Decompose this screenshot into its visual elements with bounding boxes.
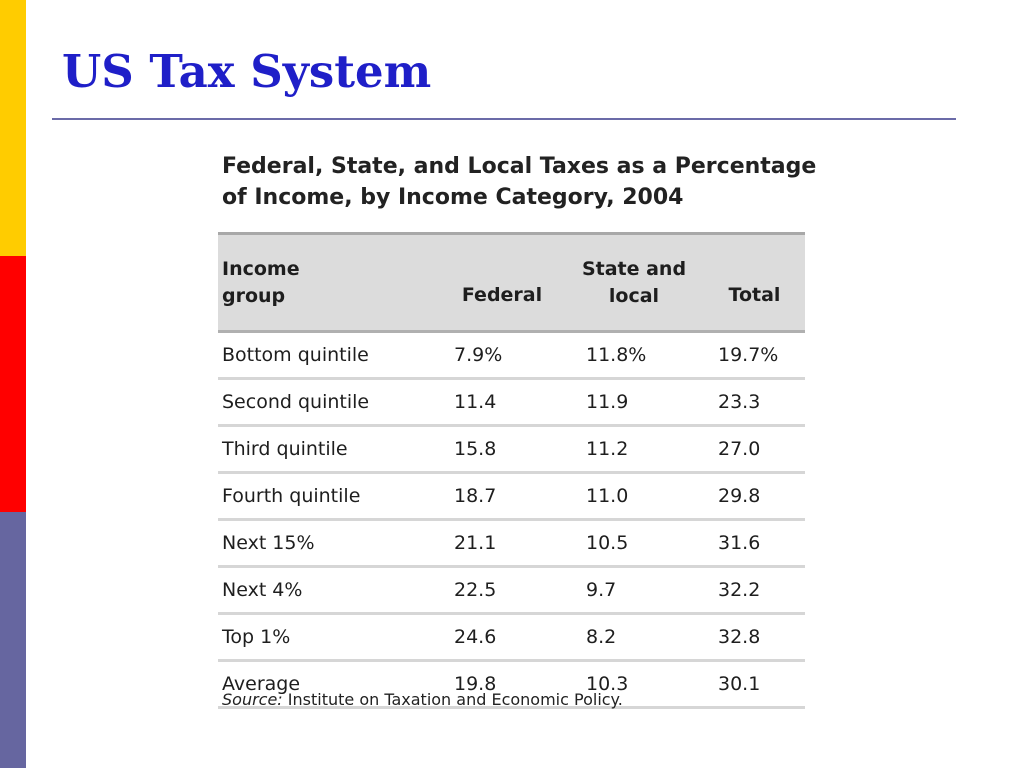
cell-income-group: Third quintile bbox=[218, 425, 440, 474]
sidebar-purple-block bbox=[0, 512, 26, 768]
cell-total: 23.3 bbox=[704, 378, 805, 427]
table-row: Third quintile 15.8 11.2 27.0 bbox=[218, 425, 805, 474]
cell-total: 31.6 bbox=[704, 519, 805, 568]
source-label: Source: bbox=[222, 690, 283, 709]
cell-federal: 7.9% bbox=[440, 331, 564, 380]
table-row: Fourth quintile 18.7 11.0 29.8 bbox=[218, 472, 805, 521]
table-caption: Federal, State, and Local Taxes as a Per… bbox=[222, 151, 816, 213]
table-row: Next 4% 22.5 9.7 32.2 bbox=[218, 566, 805, 615]
source-text: Institute on Taxation and Economic Polic… bbox=[282, 690, 623, 709]
cell-income-group: Next 4% bbox=[218, 566, 440, 615]
header-federal: Federal bbox=[440, 232, 564, 333]
cell-federal: 15.8 bbox=[440, 425, 564, 474]
table-row: Bottom quintile 7.9% 11.8% 19.7% bbox=[218, 331, 805, 380]
table-source-note: Source: Institute on Taxation and Econom… bbox=[222, 690, 623, 709]
cell-income-group: Average bbox=[218, 660, 440, 709]
cell-total: 27.0 bbox=[704, 425, 805, 474]
sidebar-yellow-block bbox=[0, 0, 26, 256]
cell-state-and-local: 11.0 bbox=[564, 472, 704, 521]
color-sidebar bbox=[0, 0, 26, 768]
cell-federal: 11.4 bbox=[440, 378, 564, 427]
cell-total: 32.2 bbox=[704, 566, 805, 615]
cell-total: 32.8 bbox=[704, 613, 805, 662]
tax-table: Income group Federal State and local Tot… bbox=[218, 232, 805, 709]
cell-state-and-local: 8.2 bbox=[564, 613, 704, 662]
cell-federal: 22.5 bbox=[440, 566, 564, 615]
cell-total: 19.7% bbox=[704, 331, 805, 380]
cell-state-and-local: 10.5 bbox=[564, 519, 704, 568]
cell-state-and-local: 11.2 bbox=[564, 425, 704, 474]
cell-state-and-local: 11.8% bbox=[564, 331, 704, 380]
cell-income-group: Next 15% bbox=[218, 519, 440, 568]
cell-income-group: Bottom quintile bbox=[218, 331, 440, 380]
cell-income-group: Fourth quintile bbox=[218, 472, 440, 521]
table-row: Average 19.8 10.3 30.1 bbox=[218, 660, 805, 709]
cell-federal: 18.7 bbox=[440, 472, 564, 521]
table-header-row: Income group Federal State and local Tot… bbox=[218, 232, 805, 333]
cell-income-group: Second quintile bbox=[218, 378, 440, 427]
table-caption-line-1: Federal, State, and Local Taxes as a Per… bbox=[222, 154, 817, 179]
table-row: Top 1% 24.6 8.2 32.8 bbox=[218, 613, 805, 662]
header-state-and-local: State and local bbox=[564, 232, 704, 333]
cell-federal: 21.1 bbox=[440, 519, 564, 568]
cell-income-group: Top 1% bbox=[218, 613, 440, 662]
table-caption-line-2: of Income, by Income Category, 2004 bbox=[222, 185, 684, 210]
cell-total: 30.1 bbox=[704, 660, 805, 709]
header-income-group: Income group bbox=[218, 232, 440, 333]
cell-federal: 19.8 bbox=[440, 660, 564, 709]
cell-state-and-local: 9.7 bbox=[564, 566, 704, 615]
cell-state-and-local: 10.3 bbox=[564, 660, 704, 709]
title-divider bbox=[52, 118, 956, 120]
slide-title: US Tax System bbox=[62, 45, 432, 98]
table-row: Next 15% 21.1 10.5 31.6 bbox=[218, 519, 805, 568]
sidebar-red-block bbox=[0, 256, 26, 512]
cell-federal: 24.6 bbox=[440, 613, 564, 662]
cell-state-and-local: 11.9 bbox=[564, 378, 704, 427]
header-total: Total bbox=[704, 232, 805, 333]
table-row: Second quintile 11.4 11.9 23.3 bbox=[218, 378, 805, 427]
cell-total: 29.8 bbox=[704, 472, 805, 521]
